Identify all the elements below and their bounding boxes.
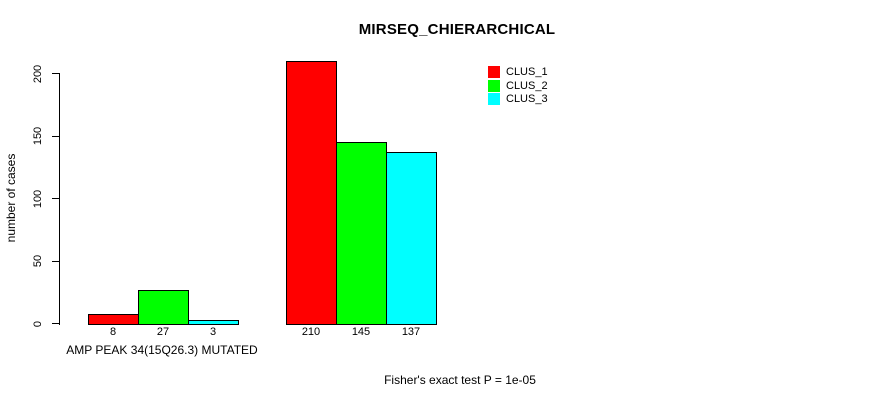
bar-clus_1-group-2: [285, 61, 337, 325]
y-axis-line: [59, 73, 60, 325]
bar-value-label-clus_2-group-1: 27: [156, 326, 170, 338]
y-tick-label-text: 200: [32, 64, 44, 83]
bar-clus_3-group-1: [187, 319, 239, 325]
bar-value-label-clus_3-group-2: 137: [401, 326, 421, 338]
bar-clus_3-group-2: [385, 152, 437, 325]
bar-value-label-clus_3-group-1: 3: [209, 326, 217, 338]
chart-title: MIRSEQ_CHIERARCHICAL: [358, 21, 556, 38]
legend-swatch-clus_2: [488, 79, 500, 92]
bar-clus_2-group-2: [335, 142, 387, 325]
y-tick-label-text: 50: [32, 254, 44, 268]
legend-item-clus_1: CLUS_1: [488, 66, 548, 78]
legend-swatch-clus_3: [488, 93, 500, 105]
y-tick-label-text: 0: [32, 320, 44, 327]
legend-label-clus_3: CLUS_3: [506, 93, 548, 105]
fisher-test-annotation: Fisher's exact test P = 1e-05: [384, 373, 536, 387]
legend-swatch-clus_1: [488, 66, 500, 78]
x-axis-title: AMP PEAK 34(15Q26.3) MUTATED: [66, 343, 258, 357]
bar-clus_1-group-1: [87, 313, 139, 325]
y-tick-mark: [52, 198, 59, 199]
legend-item-clus_3: CLUS_3: [488, 93, 548, 105]
y-tick-mark: [52, 73, 59, 74]
bar-value-label-clus_2-group-2: 145: [351, 326, 371, 338]
legend-label-clus_1: CLUS_1: [506, 66, 548, 78]
y-tick-label-text: 100: [32, 189, 44, 208]
y-tick-label-text: 150: [32, 126, 44, 146]
bar-value-label-clus_1-group-1: 8: [109, 326, 117, 338]
y-tick-mark: [52, 135, 59, 137]
y-tick-mark: [52, 323, 59, 324]
legend-label-clus_2: CLUS_2: [506, 79, 548, 92]
legend: CLUS_1 CLUS_2 CLUS_3: [488, 66, 548, 107]
legend-item-clus_2: CLUS_2: [488, 79, 548, 92]
y-axis-title-text: number of cases: [4, 153, 18, 243]
y-tick-mark: [52, 260, 59, 262]
bar-value-label-clus_1-group-2: 210: [301, 326, 321, 338]
bar-clus_2-group-1: [137, 289, 189, 325]
